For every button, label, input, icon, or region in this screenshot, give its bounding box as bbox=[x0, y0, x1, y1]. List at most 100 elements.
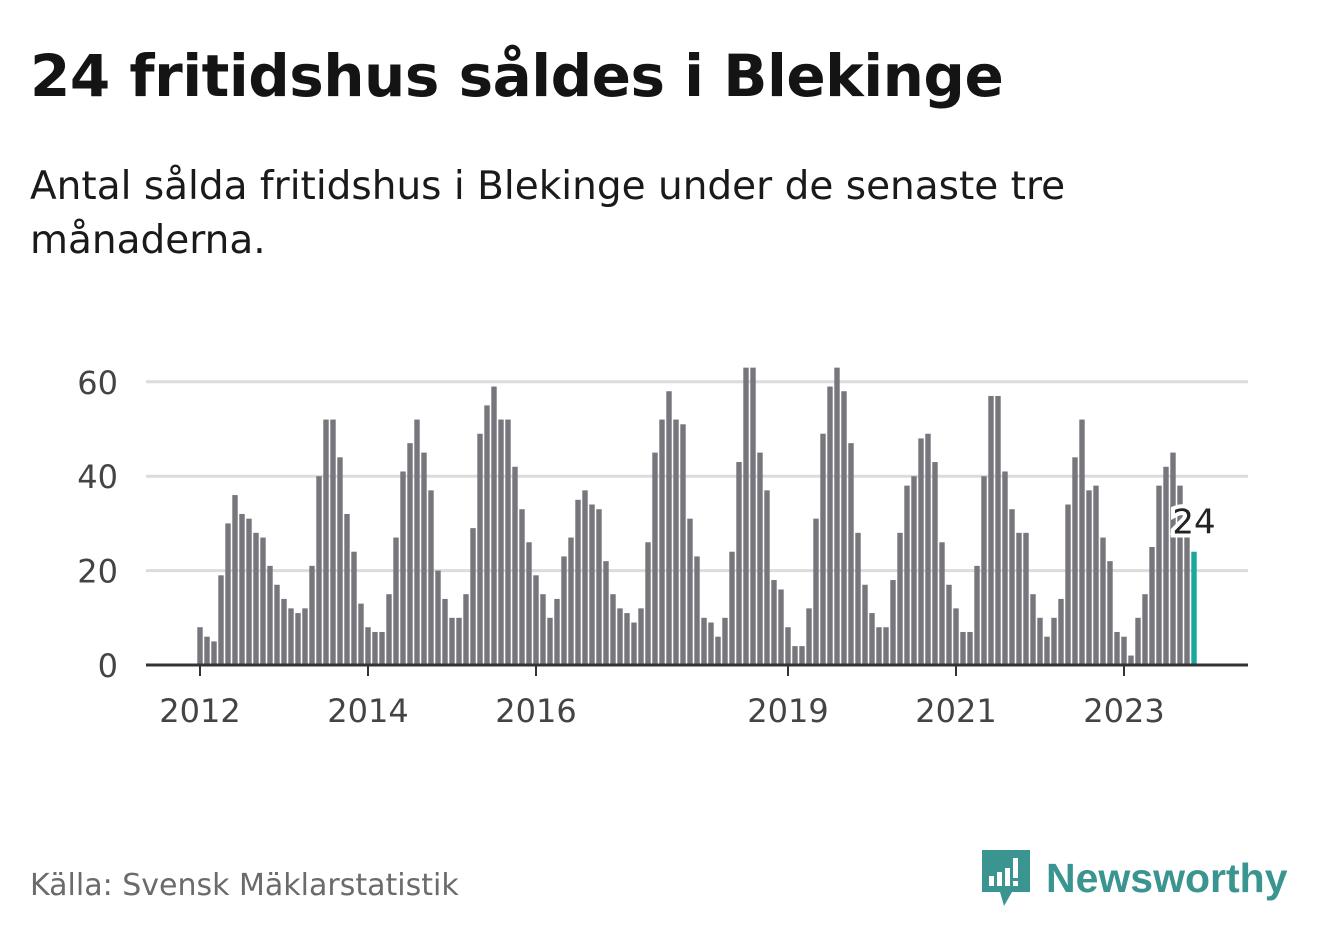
bar bbox=[750, 367, 756, 665]
bar bbox=[673, 419, 679, 665]
bar bbox=[1093, 485, 1099, 665]
bar bbox=[1149, 547, 1155, 665]
bar bbox=[428, 490, 434, 665]
bar bbox=[239, 513, 245, 665]
bar bbox=[687, 518, 693, 665]
bar bbox=[1079, 419, 1085, 665]
bar bbox=[1016, 532, 1022, 665]
bar bbox=[554, 598, 560, 665]
bar bbox=[309, 565, 315, 665]
bar bbox=[582, 490, 588, 665]
bar bbox=[981, 476, 987, 665]
bar bbox=[869, 613, 875, 665]
bar bbox=[841, 391, 847, 665]
bar bbox=[1037, 617, 1043, 665]
bar bbox=[974, 565, 980, 665]
bar bbox=[904, 485, 910, 665]
highlight-value-label: 24 bbox=[1172, 503, 1215, 543]
bar bbox=[386, 594, 392, 665]
bar bbox=[652, 452, 658, 665]
bar bbox=[365, 627, 371, 665]
bar bbox=[568, 537, 574, 665]
bar bbox=[939, 542, 945, 665]
bar bbox=[246, 518, 252, 665]
bar bbox=[232, 495, 238, 665]
y-tick-label: 0 bbox=[98, 647, 118, 685]
bar bbox=[1121, 636, 1127, 665]
bar-highlight bbox=[1191, 551, 1197, 665]
brand[interactable]: Newsworthy bbox=[980, 848, 1288, 908]
bar bbox=[925, 433, 931, 665]
bar bbox=[1058, 598, 1064, 665]
bar bbox=[785, 627, 791, 665]
bar bbox=[820, 433, 826, 665]
bar-chart: 0 20 40 60 24 2012 2014 2016 2019 2021 2023 bbox=[77, 364, 1248, 730]
bar bbox=[631, 622, 637, 665]
bar bbox=[1128, 655, 1134, 665]
bar bbox=[400, 471, 406, 665]
bar bbox=[645, 542, 651, 665]
bar bbox=[463, 594, 469, 665]
bar bbox=[435, 570, 441, 665]
y-tick-label: 60 bbox=[77, 364, 118, 402]
bar bbox=[575, 499, 581, 665]
bar bbox=[533, 575, 539, 665]
bar bbox=[302, 608, 308, 665]
bar bbox=[988, 395, 994, 665]
bar bbox=[890, 580, 896, 665]
bar bbox=[596, 509, 602, 665]
bar bbox=[792, 646, 798, 665]
bar bbox=[295, 613, 301, 665]
bar bbox=[1065, 504, 1071, 665]
bar bbox=[526, 542, 532, 665]
bar bbox=[1156, 485, 1162, 665]
source-note: Källa: Svensk Mäklarstatistik bbox=[30, 868, 459, 903]
bar bbox=[1135, 617, 1141, 665]
bar bbox=[638, 608, 644, 665]
bar bbox=[806, 608, 812, 665]
bar bbox=[316, 476, 322, 665]
bar bbox=[253, 532, 259, 665]
bar bbox=[561, 556, 567, 665]
bar bbox=[1170, 452, 1176, 665]
bar bbox=[274, 584, 280, 665]
bar bbox=[911, 476, 917, 665]
bar bbox=[666, 391, 672, 665]
bar bbox=[218, 575, 224, 665]
bar bbox=[680, 424, 686, 665]
bar bbox=[659, 419, 665, 665]
y-tick-label: 40 bbox=[77, 458, 118, 496]
bar bbox=[512, 466, 518, 665]
axes bbox=[146, 663, 1248, 676]
bar bbox=[883, 627, 889, 665]
bar bbox=[995, 395, 1001, 665]
bar bbox=[281, 598, 287, 665]
x-tick-label: 2014 bbox=[327, 692, 408, 730]
bar bbox=[1086, 490, 1092, 665]
bar bbox=[778, 589, 784, 665]
x-tick-label: 2012 bbox=[159, 692, 240, 730]
bar bbox=[946, 584, 952, 665]
bar bbox=[540, 594, 546, 665]
bar bbox=[267, 565, 273, 665]
bar bbox=[855, 532, 861, 665]
bar bbox=[848, 443, 854, 665]
bar bbox=[729, 551, 735, 665]
bar bbox=[918, 438, 924, 665]
bar bbox=[344, 513, 350, 665]
bar bbox=[1030, 594, 1036, 665]
bar bbox=[456, 617, 462, 665]
bar bbox=[337, 457, 343, 665]
bar bbox=[519, 509, 525, 665]
bar bbox=[211, 641, 217, 665]
bar bbox=[323, 419, 329, 665]
bar bbox=[708, 622, 714, 665]
bar bbox=[610, 594, 616, 665]
bar bbox=[358, 603, 364, 665]
bar bbox=[897, 532, 903, 665]
bar bbox=[701, 617, 707, 665]
bar bbox=[799, 646, 805, 665]
bar bbox=[260, 537, 266, 665]
bar bbox=[498, 419, 504, 665]
y-tick-label: 20 bbox=[77, 553, 118, 591]
